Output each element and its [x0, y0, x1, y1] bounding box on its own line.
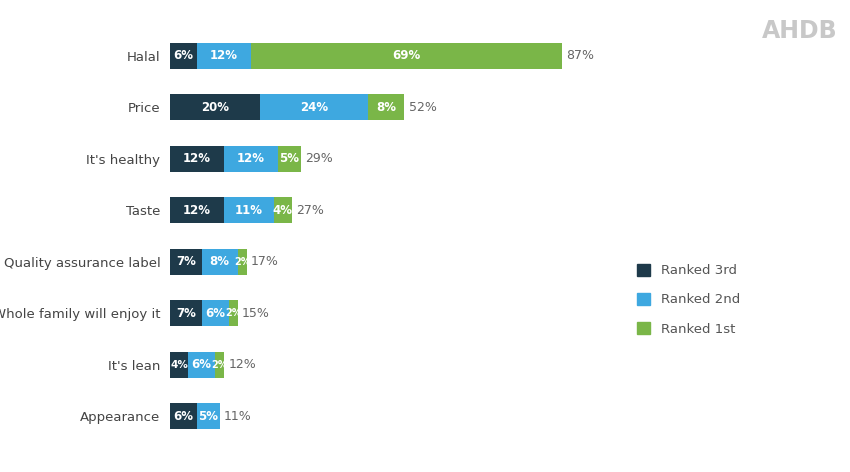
- Text: 20%: 20%: [201, 101, 229, 114]
- Bar: [201, 249, 237, 275]
- Bar: [224, 197, 274, 223]
- Text: 4%: 4%: [273, 204, 292, 217]
- Text: 87%: 87%: [566, 49, 594, 62]
- Text: 11%: 11%: [235, 204, 263, 217]
- Text: 6%: 6%: [191, 358, 212, 371]
- Bar: [170, 404, 197, 429]
- Bar: [368, 94, 405, 120]
- Text: 12%: 12%: [229, 358, 257, 371]
- Bar: [170, 352, 188, 378]
- Text: 6%: 6%: [173, 410, 194, 423]
- Bar: [197, 43, 251, 68]
- Text: 2%: 2%: [224, 308, 241, 318]
- Text: 2%: 2%: [212, 360, 228, 370]
- Bar: [201, 300, 229, 326]
- Text: 12%: 12%: [183, 152, 211, 165]
- Text: 12%: 12%: [237, 152, 265, 165]
- Text: 11%: 11%: [224, 410, 252, 423]
- Bar: [237, 249, 246, 275]
- Text: 8%: 8%: [210, 255, 230, 268]
- Text: 6%: 6%: [205, 307, 225, 320]
- Text: 12%: 12%: [183, 204, 211, 217]
- Text: AHDB: AHDB: [762, 19, 837, 43]
- Text: 2%: 2%: [234, 257, 251, 267]
- Bar: [170, 249, 201, 275]
- Text: 17%: 17%: [251, 255, 279, 268]
- Bar: [170, 197, 224, 223]
- Text: 15%: 15%: [242, 307, 270, 320]
- Text: 24%: 24%: [300, 101, 328, 114]
- Legend: Ranked 3rd, Ranked 2nd, Ranked 1st: Ranked 3rd, Ranked 2nd, Ranked 1st: [632, 259, 745, 341]
- Bar: [260, 94, 368, 120]
- Text: 5%: 5%: [198, 410, 218, 423]
- Bar: [251, 43, 562, 68]
- Text: 69%: 69%: [393, 49, 421, 62]
- Bar: [278, 146, 301, 172]
- Bar: [188, 352, 215, 378]
- Text: 8%: 8%: [377, 101, 396, 114]
- Bar: [170, 300, 201, 326]
- Bar: [274, 197, 292, 223]
- Text: 12%: 12%: [210, 49, 238, 62]
- Bar: [197, 404, 219, 429]
- Bar: [224, 146, 278, 172]
- Text: 7%: 7%: [176, 255, 196, 268]
- Bar: [215, 352, 224, 378]
- Text: 29%: 29%: [305, 152, 333, 165]
- Text: 4%: 4%: [170, 360, 188, 370]
- Bar: [170, 146, 224, 172]
- Text: 52%: 52%: [409, 101, 437, 114]
- Text: 27%: 27%: [296, 204, 324, 217]
- Bar: [229, 300, 237, 326]
- Bar: [170, 43, 197, 68]
- Text: 5%: 5%: [280, 152, 299, 165]
- Bar: [170, 94, 260, 120]
- Text: 6%: 6%: [173, 49, 194, 62]
- Text: 7%: 7%: [176, 307, 196, 320]
